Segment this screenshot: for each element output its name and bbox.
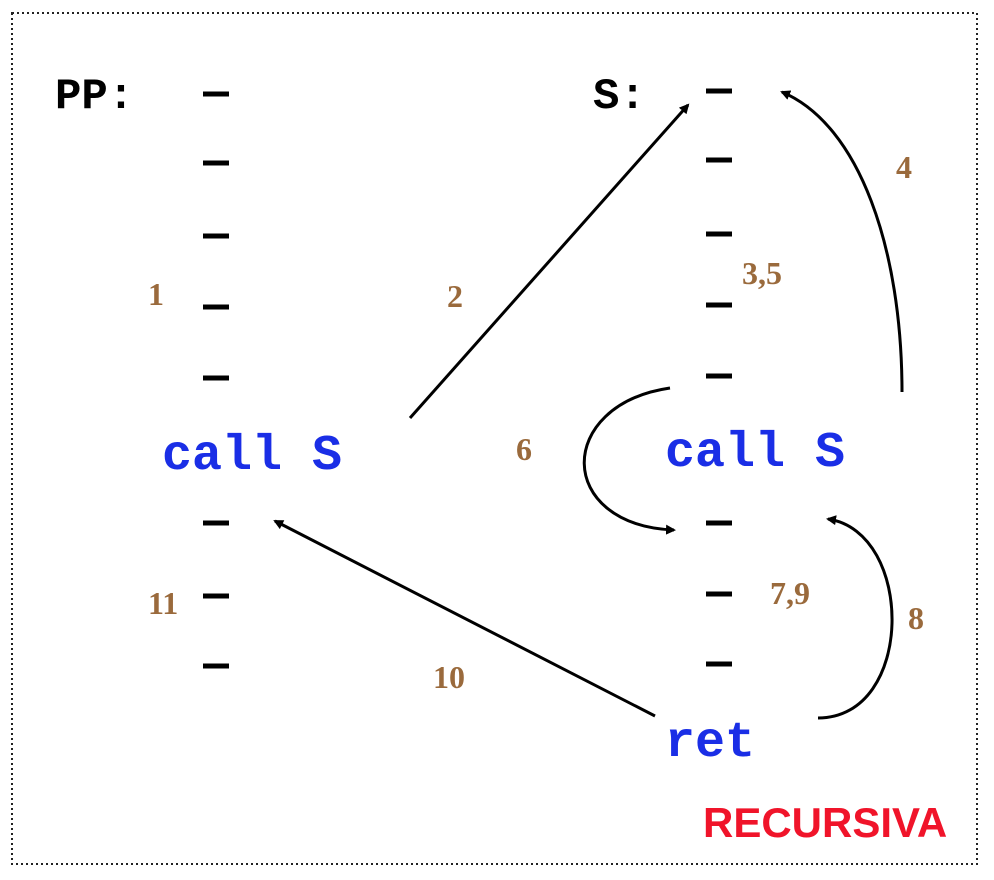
step-1: 1 (148, 276, 164, 312)
recursiva-caption: RECURSIVA (703, 799, 947, 846)
arrow-8-ret-to-after-call (817, 515, 894, 720)
arrow-6-recursive-call (582, 386, 676, 535)
step-7-9: 7,9 (770, 575, 810, 611)
s-ret: ret (665, 715, 755, 772)
pp-instructions (203, 91, 229, 669)
arrow-10-ret-to-pp (273, 519, 656, 718)
step-11: 11 (148, 585, 178, 621)
step-10: 10 (433, 659, 465, 695)
step-4: 4 (896, 149, 912, 185)
step-8: 8 (908, 600, 924, 636)
pp-label: PP: (55, 72, 134, 122)
arrow-4-loop-to-s-start (780, 90, 904, 393)
step-6: 6 (516, 431, 532, 467)
step-2: 2 (447, 278, 463, 314)
pp-call-s: call S (162, 428, 342, 485)
arrow-2-call-to-s (408, 103, 690, 419)
step-3-5: 3,5 (742, 255, 782, 291)
s-label: S: (593, 72, 646, 122)
s-instructions (706, 88, 732, 667)
dotted-border (11, 12, 978, 865)
s-call-s: call S (665, 425, 845, 482)
